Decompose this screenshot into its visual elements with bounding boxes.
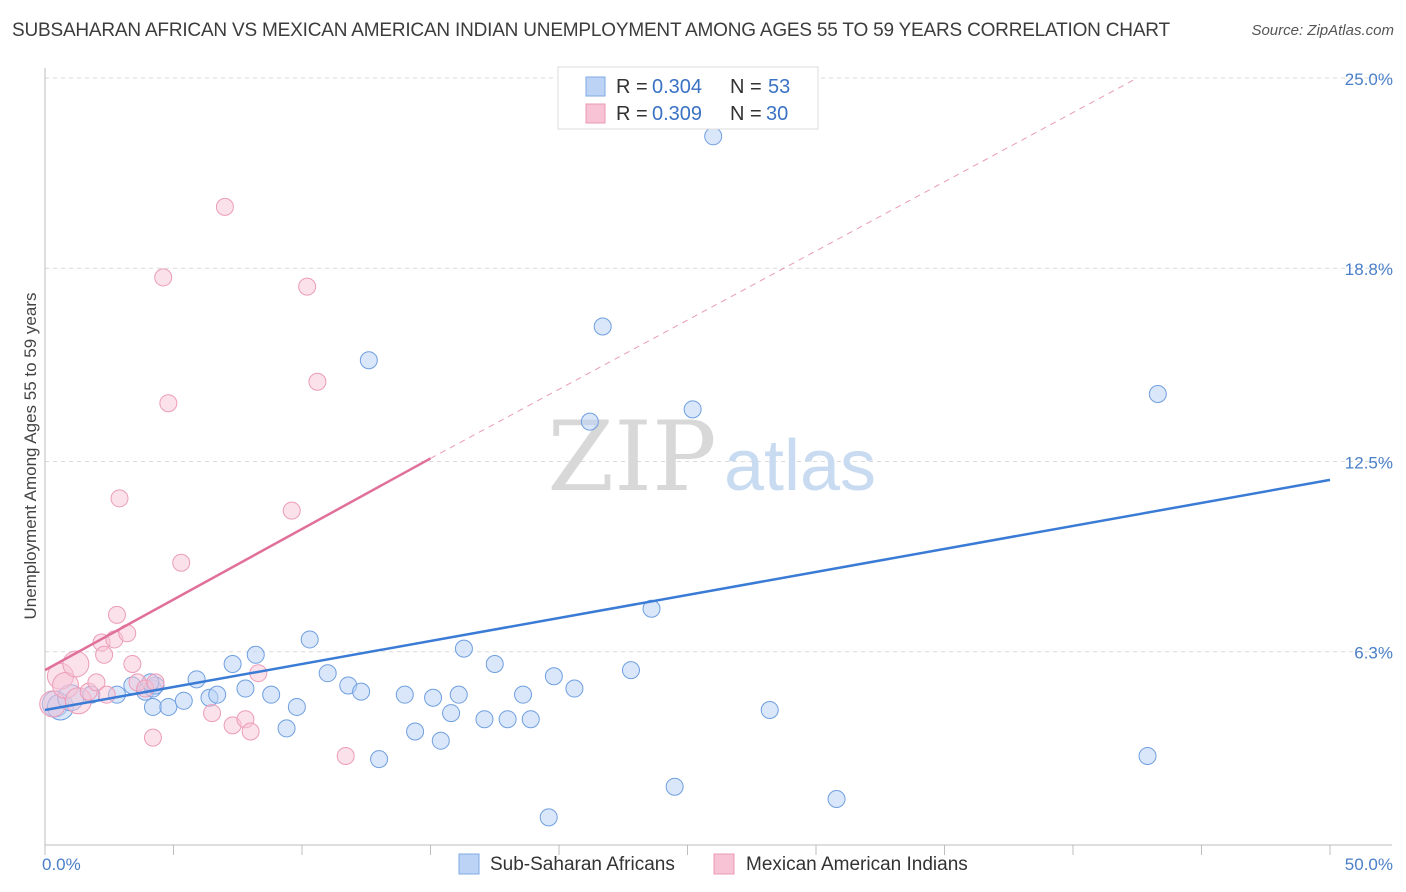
legend-r-label-1: R = [616,76,648,98]
point-mexican-american-indian [215,197,234,216]
bottom-legend: Sub-Saharan Africans Mexican American In… [458,853,968,875]
bottom-legend-swatch-blue [458,853,480,875]
point-sub-saharan [406,722,425,741]
point-mexican-american-indian [110,489,129,508]
point-sub-saharan [514,685,533,704]
point-mexican-american-indian [62,650,90,678]
point-mexican-american-indian [143,728,162,747]
y-tick-label: 6.3% [1354,644,1393,663]
x-tick-label: 50.0% [1345,855,1393,874]
point-sub-saharan [454,639,473,658]
point-sub-saharan [475,710,494,729]
point-sub-saharan [424,688,443,707]
legend-swatch-blue [585,76,606,97]
point-sub-saharan [236,679,255,698]
point-mexican-american-indian [95,645,114,664]
legend-n-value-2: 30 [766,103,788,125]
trend-lines [44,77,1331,712]
point-sub-saharan [318,664,337,683]
legend-n-label-2: N = [730,103,762,125]
point-sub-saharan [683,400,702,419]
legend: R = 0.304 N = 53 R = 0.309 N = 30 [557,66,819,130]
trend-extension-mexican [430,77,1138,459]
point-mexican-american-indian [172,553,191,572]
point-mexican-american-indian [107,605,126,624]
point-sub-saharan [565,679,584,698]
point-mexican-american-indian [336,747,355,766]
point-sub-saharan [1138,747,1157,766]
watermark: ZIP atlas [547,401,876,513]
point-sub-saharan [287,697,306,716]
data-points [39,105,1167,827]
legend-r-value-2: 0.309 [652,103,702,125]
y-tick-label: 12.5% [1345,454,1393,473]
point-sub-saharan [159,697,178,716]
point-sub-saharan [431,731,450,750]
point-sub-saharan [442,704,461,723]
point-sub-saharan [544,667,563,686]
point-sub-saharan [143,697,162,716]
point-mexican-american-indian [308,372,327,391]
x-tick-label: 0.0% [42,855,81,874]
point-sub-saharan [174,691,193,710]
legend-n-value-1: 53 [768,76,790,98]
point-sub-saharan [370,750,389,769]
point-sub-saharan [208,685,227,704]
point-sub-saharan [498,710,517,729]
point-sub-saharan [246,645,265,664]
y-axis-label: Unemployment Among Ages 55 to 59 years [21,293,40,620]
watermark-zip: ZIP [547,401,716,513]
point-mexican-american-indian [241,722,260,741]
point-mexican-american-indian [154,268,173,287]
point-sub-saharan [760,701,779,720]
grid-lines [45,77,1392,653]
point-sub-saharan [359,351,378,370]
y-tick-label: 25.0% [1345,70,1393,89]
y-tick-label: 18.8% [1345,260,1393,279]
point-mexican-american-indian [298,277,317,296]
bottom-legend-swatch-pink [713,853,735,875]
point-sub-saharan [277,719,296,738]
chart-title: SUBSAHARAN AFRICAN VS MEXICAN AMERICAN I… [12,20,1170,41]
legend-r-label-2: R = [616,103,648,125]
bottom-legend-label-1: Sub-Saharan Africans [490,854,675,875]
point-sub-saharan [223,654,242,673]
point-sub-saharan [352,682,371,701]
tick-labels: 6.3% 12.5% 18.8% 25.0% 0.0% 50.0% [42,70,1393,874]
legend-swatch-pink [585,103,606,124]
bottom-legend-label-2: Mexican American Indians [746,854,968,875]
point-sub-saharan [704,127,723,146]
point-mexican-american-indian [87,673,106,692]
point-sub-saharan [1148,385,1167,404]
point-sub-saharan [262,685,281,704]
point-sub-saharan [395,685,414,704]
trend-line-mexican [44,457,432,672]
point-sub-saharan [485,654,504,673]
point-mexican-american-indian [203,704,222,723]
trend-line-sub-saharan [44,478,1331,712]
point-sub-saharan [665,777,684,796]
point-mexican-american-indian [123,654,142,673]
watermark-atlas: atlas [724,426,876,506]
point-sub-saharan [187,670,206,689]
axes [44,68,1392,855]
point-mexican-american-indian [159,394,178,413]
chart-source: Source: ZipAtlas.com [1251,22,1394,39]
point-sub-saharan [300,630,319,649]
point-sub-saharan [827,789,846,808]
legend-n-label-1: N = [730,76,762,98]
point-sub-saharan [539,808,558,827]
point-sub-saharan [521,710,540,729]
point-mexican-american-indian [282,501,301,520]
point-sub-saharan [621,661,640,680]
legend-r-value-1: 0.304 [652,76,702,98]
point-sub-saharan [593,317,612,336]
point-sub-saharan [580,412,599,431]
point-sub-saharan [449,685,468,704]
